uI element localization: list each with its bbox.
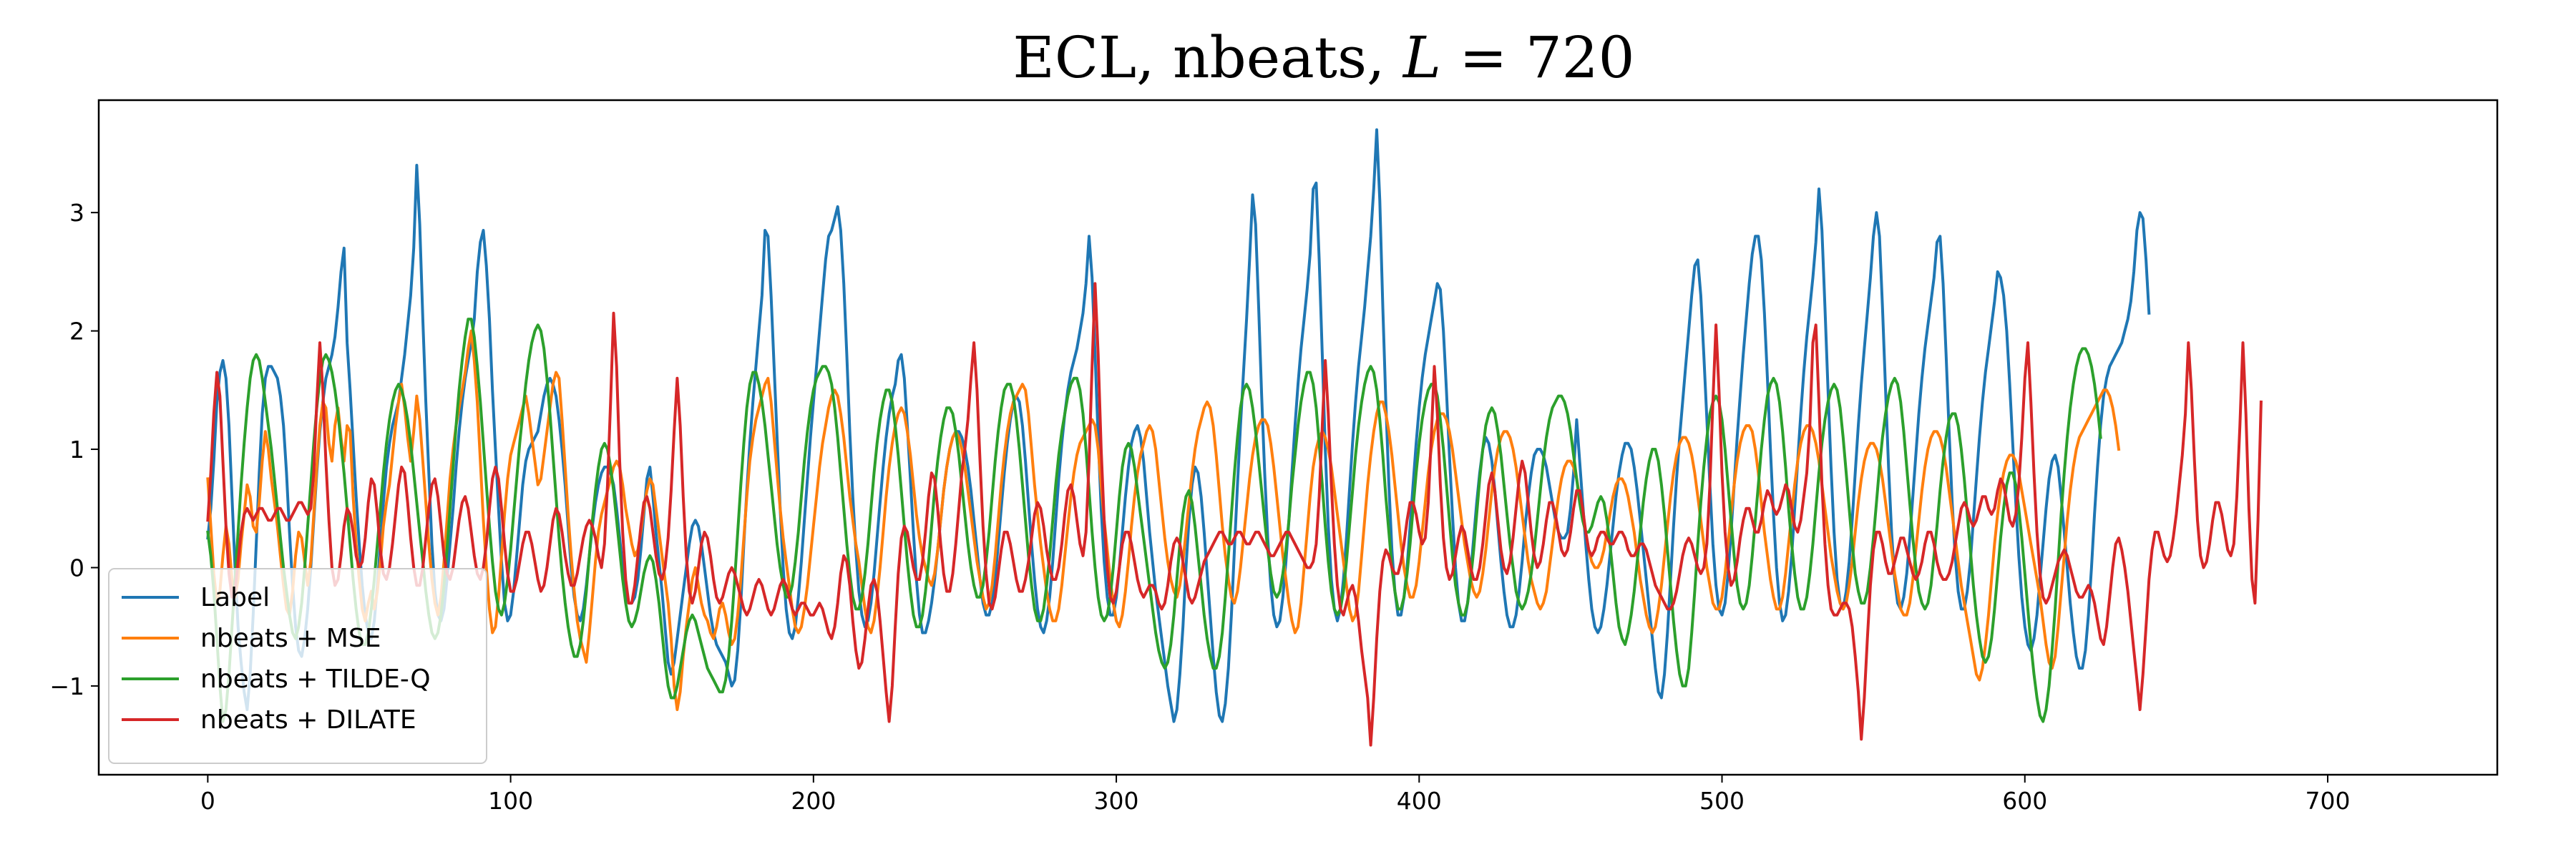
x-tick-label-7: 700 [2305, 787, 2350, 815]
x-tick-label-3: 300 [1094, 787, 1139, 815]
y-tick-label-0: −1 [49, 672, 84, 700]
chart-title-suffix: = 720 [1441, 24, 1635, 91]
chart-title: ECL, nbeats, L = 720 [1013, 24, 1634, 91]
chart-title-prefix: ECL, nbeats, [1013, 24, 1402, 91]
legend-label-0: Label [200, 583, 270, 612]
y-tick-label-1: 0 [69, 554, 84, 582]
plot-frame [97, 99, 2499, 776]
x-tick-label-1: 100 [488, 787, 533, 815]
x-axis: 0 100 200 300 400 500 600 700 [200, 775, 2350, 815]
legend-label-3: nbeats + DILATE [200, 705, 416, 735]
legend-box [108, 568, 487, 764]
legend: Label nbeats + MSE nbeats + TILDE-Q nbeats … [108, 568, 487, 764]
series-line-2 [206, 318, 2102, 723]
series-line-1 [206, 329, 2121, 711]
x-tick-label-4: 400 [1397, 787, 1442, 815]
y-tick-label-3: 2 [69, 318, 84, 346]
y-tick-label-2: 1 [69, 436, 84, 464]
x-tick-label-6: 600 [2002, 787, 2047, 815]
chart-title-variable: L [1402, 24, 1441, 91]
x-tick-label-5: 500 [1699, 787, 1745, 815]
y-tick-label-4: 3 [69, 199, 84, 227]
x-tick-label-0: 0 [200, 787, 215, 815]
y-axis: −1 0 1 2 3 [49, 199, 99, 700]
series-layer [206, 128, 2263, 747]
series-line-3 [206, 282, 2263, 747]
legend-label-1: nbeats + MSE [200, 624, 381, 653]
legend-label-2: nbeats + TILDE-Q [200, 665, 431, 694]
x-tick-label-2: 200 [791, 787, 836, 815]
